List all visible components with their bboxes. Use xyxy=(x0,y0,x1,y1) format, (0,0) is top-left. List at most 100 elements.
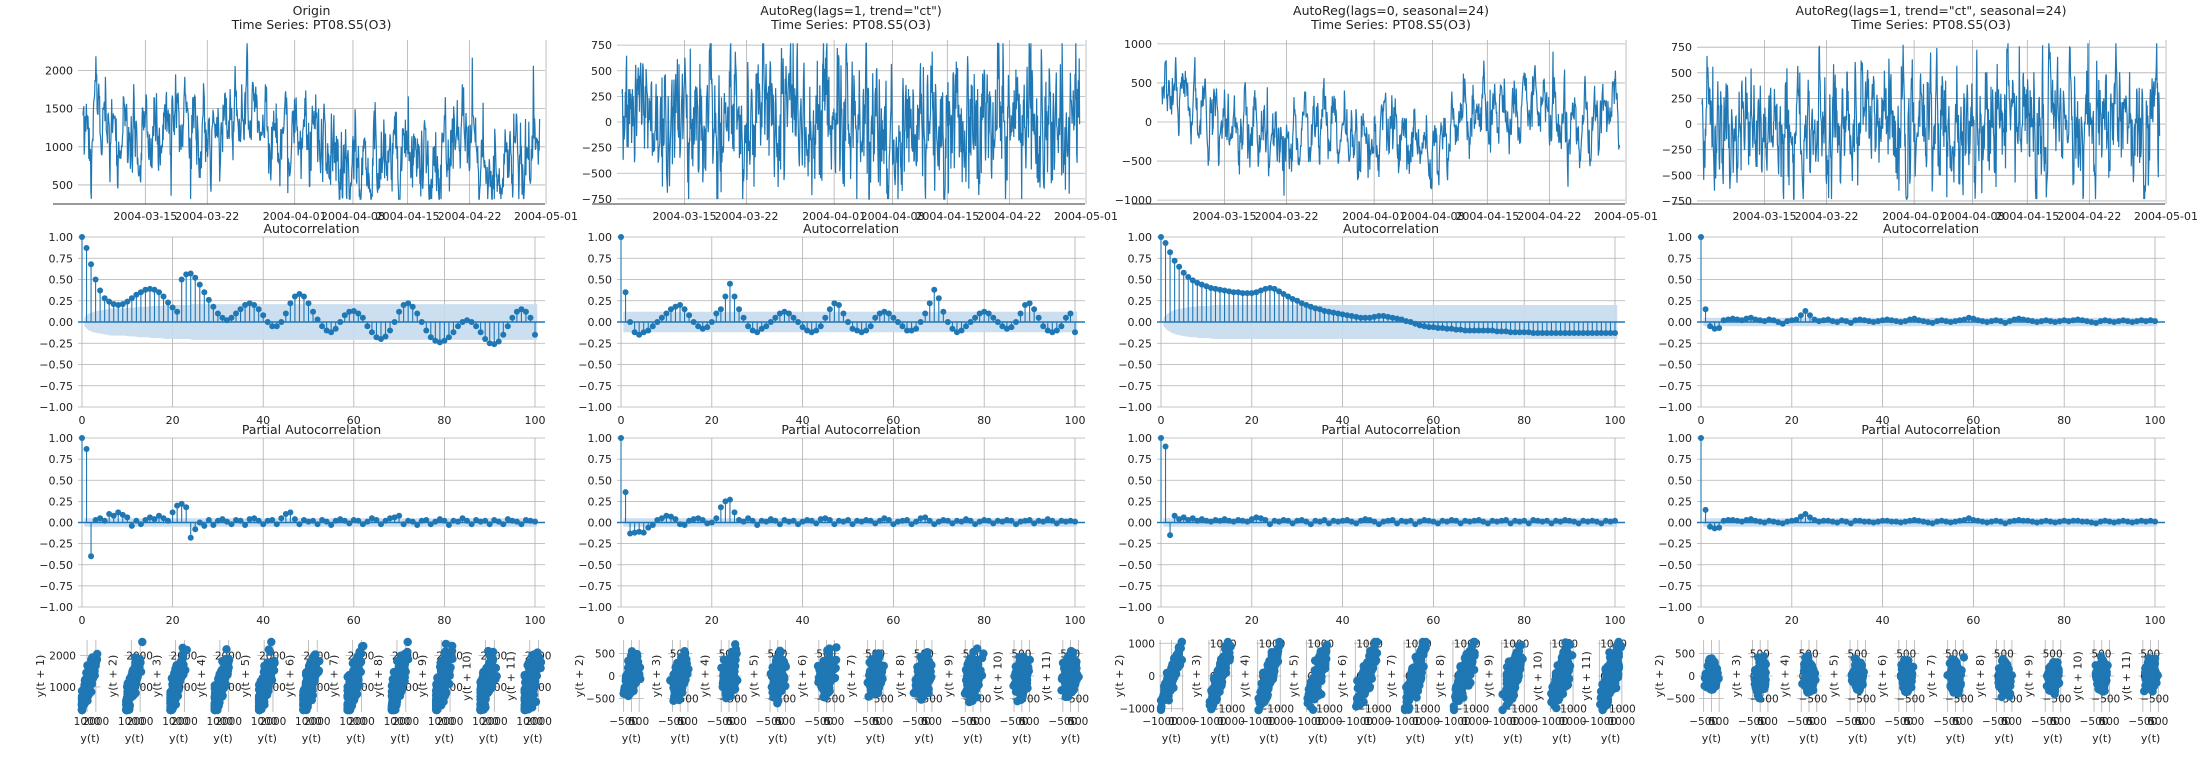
pacf-marker xyxy=(355,517,362,524)
lagplot-ylabel: y(t + 7) xyxy=(845,655,858,698)
lagplot-point xyxy=(775,679,784,688)
pacf-marker xyxy=(214,517,221,524)
timeseries-ytick-label: 1500 xyxy=(45,103,73,116)
lagplot-point xyxy=(625,671,634,681)
pacf-marker xyxy=(396,512,403,519)
timeseries-xtick-label: 2004-04-15 xyxy=(915,210,979,223)
lagplot-xlabel: y(t) xyxy=(125,732,144,745)
acf-ytick-label: 0.00 xyxy=(588,316,613,329)
acf-marker xyxy=(337,319,344,325)
acf-marker xyxy=(500,331,507,338)
lagplot-xlabel: y(t) xyxy=(817,732,836,745)
pacf-marker xyxy=(364,518,371,525)
lagplot-point xyxy=(170,688,180,697)
acf-xtick-label: 20 xyxy=(166,414,180,427)
pacf-xtick-label: 0 xyxy=(79,614,86,627)
pacf-marker xyxy=(726,496,733,503)
acf-marker xyxy=(1017,310,1024,317)
pacf-marker xyxy=(242,522,249,529)
pacf-marker xyxy=(845,516,851,523)
lagplot-point xyxy=(823,679,832,688)
acf-marker xyxy=(142,286,149,293)
acf-ytick-label: −1.00 xyxy=(39,401,73,414)
lagplot-xtick-label: 500 xyxy=(776,716,796,728)
acf-marker xyxy=(740,314,747,321)
lagplot-point xyxy=(348,668,357,677)
lagplot-point xyxy=(403,637,412,647)
lagplot-point xyxy=(176,657,185,667)
lagplot-ytick-label: 500 xyxy=(595,649,615,661)
acf-ytick-label: 0.00 xyxy=(49,316,74,329)
pacf-marker xyxy=(251,515,258,522)
lagplot-point xyxy=(399,664,408,673)
acf-ytick-label: 0.50 xyxy=(588,274,613,287)
lagplot-point xyxy=(825,645,834,654)
acf-marker xyxy=(686,312,693,319)
pacf-marker xyxy=(196,519,203,526)
acf-xtick-label: 80 xyxy=(977,414,991,427)
acf-marker xyxy=(233,310,240,317)
lagplot-point xyxy=(435,679,444,689)
timeseries-ytick-label: 0 xyxy=(605,116,612,129)
timeseries-ytick-label: 250 xyxy=(591,90,612,103)
lagplot-point xyxy=(307,678,317,687)
acf-marker xyxy=(790,314,797,321)
pacf-xtick-label: 60 xyxy=(347,614,361,627)
lagplot-xlabel: y(t) xyxy=(719,732,738,745)
pacf-marker xyxy=(124,514,131,521)
lagplot-ylabel: y(t + 5) xyxy=(747,655,760,698)
acf-ytick-label: −0.50 xyxy=(578,359,612,372)
pacf-marker xyxy=(146,514,153,521)
lagplot-ytick-label: 2000 xyxy=(49,651,76,663)
pacf-marker xyxy=(165,517,172,524)
acf-marker xyxy=(454,323,461,330)
acf-marker xyxy=(146,285,153,292)
lagplot-xlabel: y(t) xyxy=(213,732,232,745)
acf-marker xyxy=(736,306,743,313)
acf-marker xyxy=(124,298,131,305)
timeseries-ytick-label: 500 xyxy=(591,65,612,78)
pacf-panel: Partial Autocorrelation −1.00 −0.75 −0.50 −0… xyxy=(578,422,1085,627)
lagplot-point xyxy=(432,697,441,707)
acf-marker xyxy=(201,289,208,296)
lagplot-xtick-label: 500 xyxy=(727,716,747,728)
acf-marker xyxy=(1008,324,1015,331)
acf-marker xyxy=(323,327,330,334)
pacf-marker xyxy=(237,517,244,524)
lagplot-point xyxy=(87,669,96,678)
lagplot-point xyxy=(723,688,733,697)
acf-marker xyxy=(663,310,670,317)
pacf-marker xyxy=(246,516,253,523)
timeseries-ytick-label: 500 xyxy=(52,179,73,192)
pacf-marker xyxy=(754,522,761,529)
lagplot-point xyxy=(770,672,779,682)
acf-xtick-label: 60 xyxy=(347,414,361,427)
acf-marker xyxy=(745,323,752,330)
acf-marker xyxy=(414,310,421,317)
pacf-marker xyxy=(83,445,90,452)
acf-marker xyxy=(432,337,439,344)
acf-marker xyxy=(867,323,874,330)
timeseries-xtick-label: 2004-04-01 xyxy=(263,210,327,223)
lagplot-ylabel: y(t + 1) xyxy=(34,655,47,698)
acf-marker xyxy=(246,300,253,307)
lagplot-xtick-label: 2000 xyxy=(392,716,419,728)
pacf-marker xyxy=(482,517,489,524)
lagplot-xtick-label: 2000 xyxy=(304,716,331,728)
lagplot-point xyxy=(351,660,360,669)
lagplot-point xyxy=(875,667,885,676)
lagplot-point xyxy=(721,680,730,689)
acf-marker xyxy=(382,333,389,340)
acf-marker xyxy=(137,289,144,296)
pacf-marker xyxy=(128,522,135,529)
acf-marker xyxy=(355,310,362,317)
pacf-marker xyxy=(418,517,425,524)
pacf-marker xyxy=(92,516,99,523)
acf-marker xyxy=(518,306,525,313)
pacf-marker xyxy=(115,509,122,516)
lagplot-ylabel: y(t + 5) xyxy=(239,655,252,698)
